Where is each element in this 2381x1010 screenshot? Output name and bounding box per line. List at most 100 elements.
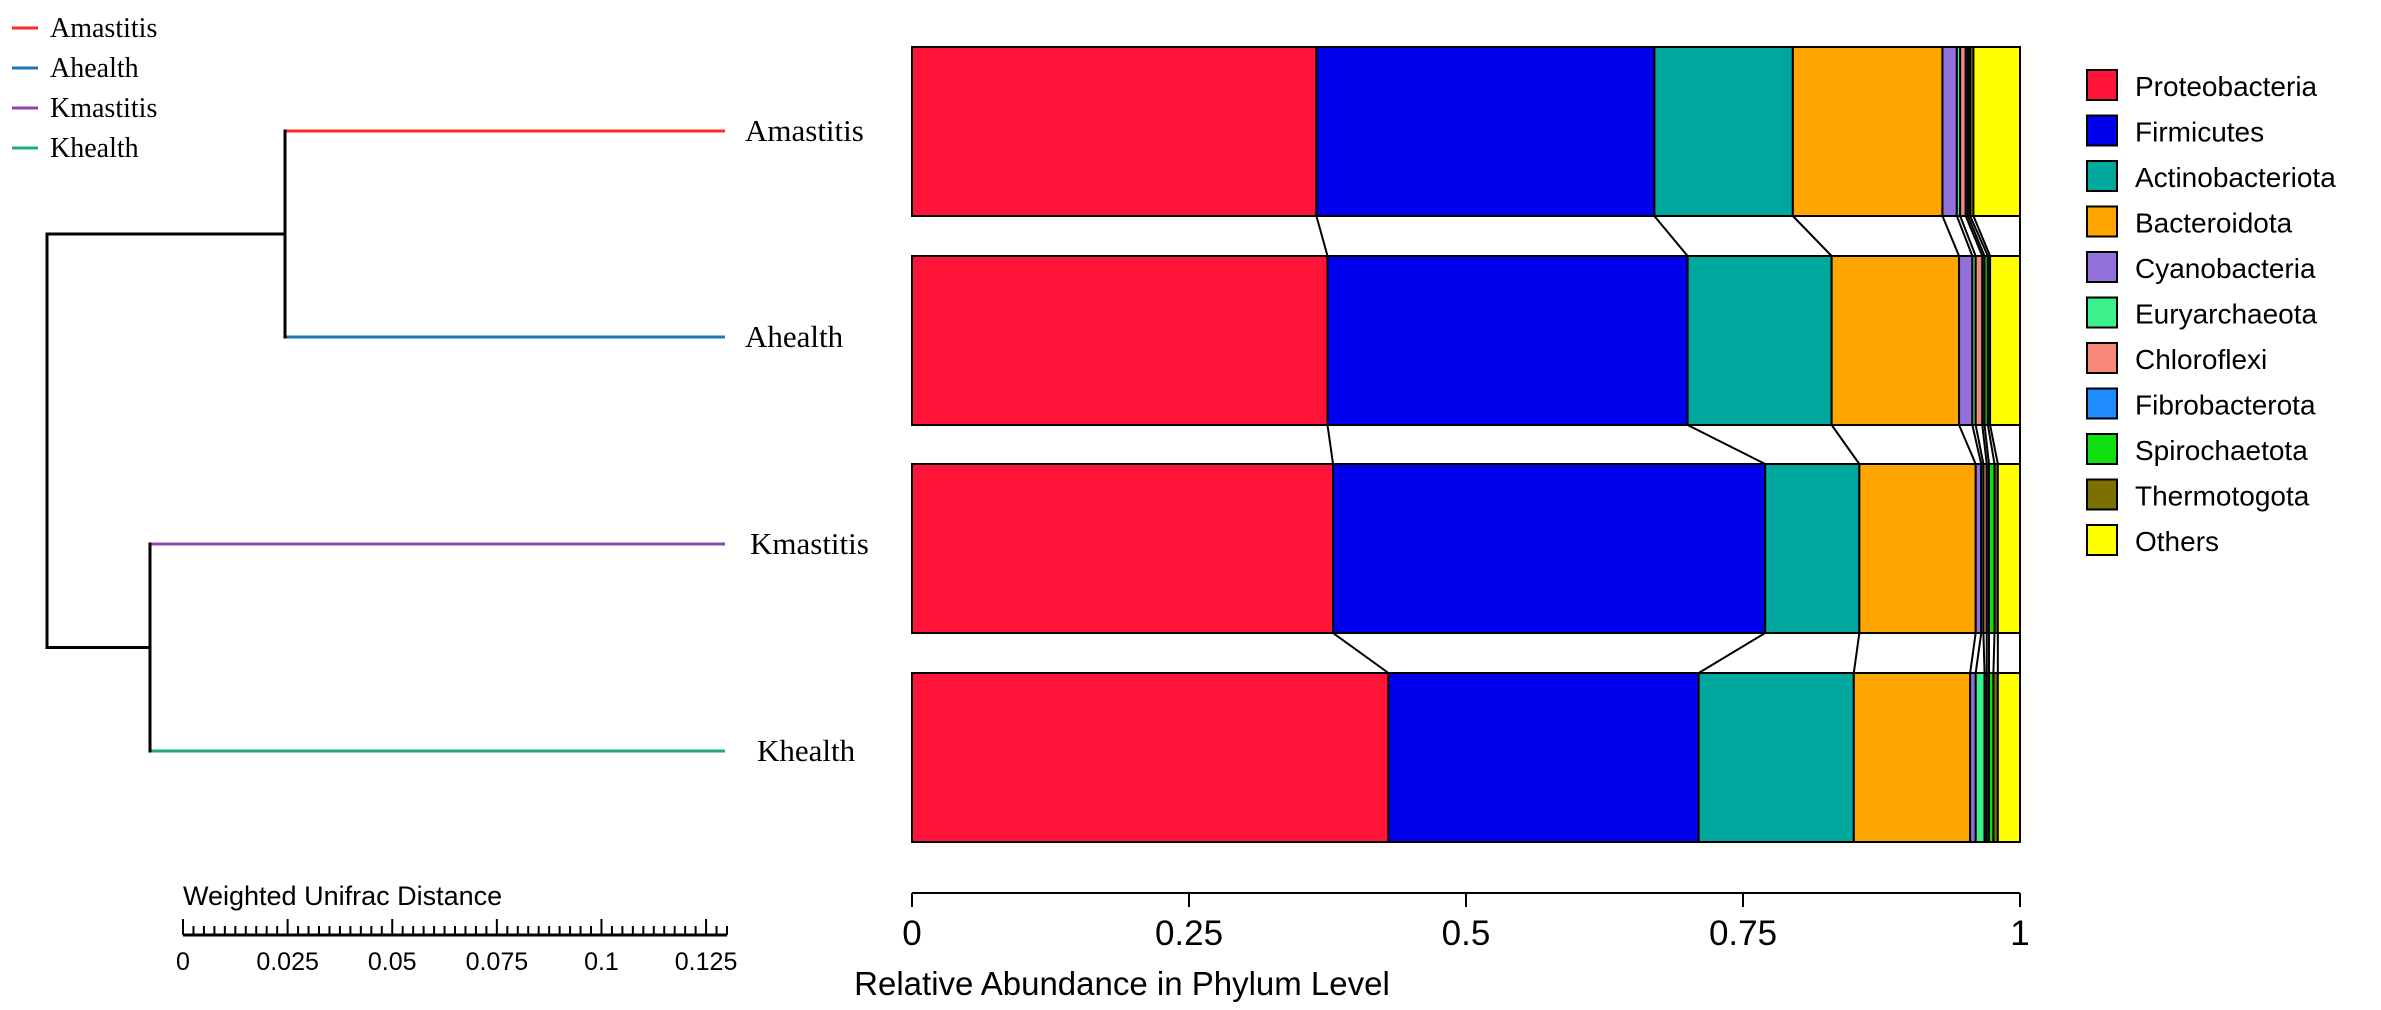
legend-swatch-bacteroidota bbox=[2086, 205, 2118, 238]
legend-label: Chloroflexi bbox=[2135, 344, 2267, 375]
legend-label: Khealth bbox=[50, 133, 139, 164]
dendrogram-scale-bar: Weighted Unifrac Distance 0 0.025 0.05 0.07… bbox=[176, 881, 737, 976]
bar-segment-cyanobacteria-amastitis bbox=[1941, 46, 1958, 217]
legend-swatch-proteobacteria bbox=[2086, 69, 2118, 101]
x-tick-label: 1 bbox=[2010, 914, 2029, 953]
legend-label: Proteobacteria bbox=[2135, 71, 2318, 102]
bar-segment-firmicutes-khealth bbox=[1387, 672, 1700, 843]
connector-line bbox=[1992, 632, 1996, 674]
bar-connector-lines bbox=[1315, 215, 2021, 674]
scale-tick-label: 0 bbox=[176, 948, 190, 976]
scale-tick-label: 0.075 bbox=[466, 948, 529, 976]
connector-line bbox=[1315, 215, 1329, 257]
bar-segment-others-amastitis bbox=[1972, 46, 2021, 217]
legend-label: Amastitis bbox=[50, 13, 157, 44]
connector-line bbox=[1989, 424, 1999, 465]
legend-label: Cyanobacteria bbox=[2135, 253, 2316, 284]
legend-label: Actinobacteriota bbox=[2135, 162, 2336, 193]
legend-swatch-fibrobacterota bbox=[2086, 387, 2118, 420]
legend-swatch-chloroflexi bbox=[2086, 342, 2118, 374]
scale-label: Weighted Unifrac Distance bbox=[183, 881, 502, 911]
bar-segment-others-kmastitis bbox=[1996, 463, 2021, 634]
x-axis: Relative Abundance in Phylum Level 0 0.25… bbox=[854, 892, 2030, 1002]
leaf-label: Ahealth bbox=[745, 319, 844, 354]
connector-line bbox=[1698, 632, 1766, 674]
connector-line bbox=[1326, 424, 1335, 465]
connector-line bbox=[1971, 424, 1983, 465]
scale-tick-label: 0.025 bbox=[256, 948, 319, 976]
connector-line bbox=[1972, 215, 1992, 257]
bar-outline-khealth bbox=[911, 672, 2021, 843]
legend-label: Thermotogota bbox=[2135, 481, 2310, 512]
bar-segment-bacteroidota-khealth bbox=[1852, 672, 1972, 843]
x-tick-label: 0 bbox=[902, 914, 921, 953]
legend-label: Others bbox=[2135, 526, 2219, 557]
legend-label: Spirochaetota bbox=[2135, 435, 2308, 466]
legend-label: Kmastitis bbox=[50, 93, 157, 124]
legend-label: Firmicutes bbox=[2135, 117, 2264, 148]
connector-line bbox=[1958, 424, 1977, 465]
scale-tick-label: 0.1 bbox=[584, 948, 619, 976]
dendrogram: Amastitis Ahealth Kmastitis Khealth bbox=[45, 113, 869, 768]
x-tick-label: 0.75 bbox=[1709, 914, 1777, 953]
x-tick-label: 0.25 bbox=[1155, 914, 1223, 953]
stacked-bars bbox=[911, 46, 2021, 843]
bar-segment-actinobacteriota-ahealth bbox=[1686, 255, 1833, 426]
bar-segment-actinobacteriota-kmastitis bbox=[1764, 463, 1861, 634]
phylum-legend: Proteobacteria Firmicutes Actinobacteriota… bbox=[2086, 69, 2336, 557]
bar-segment-bacteroidota-ahealth bbox=[1830, 255, 1961, 426]
legend-swatch-others bbox=[2086, 524, 2118, 556]
connector-line bbox=[1332, 632, 1390, 674]
leaf-label: Kmastitis bbox=[750, 526, 869, 561]
leaf-label: Khealth bbox=[757, 733, 856, 768]
leaf-label: Amastitis bbox=[745, 113, 864, 148]
legend-label: Euryarchaeota bbox=[2135, 299, 2318, 330]
bar-segment-euryarchaeota-khealth bbox=[1974, 672, 1986, 843]
connector-line bbox=[1830, 424, 1861, 465]
connector-line bbox=[1941, 215, 1960, 257]
gap-space bbox=[1316, 216, 2020, 256]
bar-outline-ahealth bbox=[911, 255, 2021, 426]
bar-segment-firmicutes-amastitis bbox=[1315, 46, 1656, 217]
connector-line bbox=[1653, 215, 1689, 257]
bar-segment-actinobacteriota-amastitis bbox=[1653, 46, 1794, 217]
connector-line bbox=[1974, 632, 1983, 674]
bar-segment-bacteroidota-amastitis bbox=[1791, 46, 1944, 217]
legend-swatch-euryarchaeota bbox=[2086, 296, 2118, 329]
legend-swatch-cyanobacteria bbox=[2086, 251, 2118, 283]
x-axis-label: Relative Abundance in Phylum Level bbox=[854, 965, 1390, 1002]
gap-space bbox=[1328, 425, 2021, 464]
legend-swatch-firmicutes bbox=[2086, 114, 2118, 147]
connector-line bbox=[1969, 632, 1977, 674]
legend-label: Bacteroidota bbox=[2135, 208, 2293, 239]
scale-tick-label: 0.05 bbox=[368, 948, 417, 976]
legend-label: Fibrobacterota bbox=[2135, 390, 2316, 421]
bar-segment-proteobacteria-kmastitis bbox=[911, 463, 1335, 634]
legend-label: Ahealth bbox=[50, 53, 139, 84]
bar-segment-firmicutes-ahealth bbox=[1326, 255, 1689, 426]
bar-segment-proteobacteria-khealth bbox=[911, 672, 1390, 843]
connector-line bbox=[1982, 632, 1986, 674]
connector-line bbox=[1986, 424, 1996, 465]
bar-segment-proteobacteria-ahealth bbox=[911, 255, 1329, 426]
bar-outline-kmastitis bbox=[911, 463, 2021, 634]
bar-outline-amastitis bbox=[911, 46, 2021, 217]
bar-segment-actinobacteriota-khealth bbox=[1697, 672, 1855, 843]
connector-line bbox=[1983, 424, 1990, 465]
connector-line bbox=[1852, 632, 1861, 674]
dendrogram-legend: Amastitis Ahealth Kmastitis Khealth bbox=[12, 13, 157, 164]
connector-line bbox=[1974, 424, 1985, 465]
bar-segment-firmicutes-kmastitis bbox=[1332, 463, 1767, 634]
legend-swatch-spirochaetota bbox=[2086, 433, 2118, 465]
scale-tick-label: 0.125 bbox=[675, 948, 738, 976]
connector-line bbox=[1967, 215, 1986, 257]
legend-swatch-actinobacteriota bbox=[2086, 160, 2118, 192]
bar-segment-proteobacteria-amastitis bbox=[911, 46, 1318, 217]
connector-line bbox=[1981, 424, 1988, 465]
connector-line bbox=[1955, 215, 1974, 257]
connector-line bbox=[1792, 215, 1833, 257]
connector-line bbox=[1969, 215, 1989, 257]
legend-swatch-thermotogota bbox=[2086, 478, 2118, 511]
connector-line bbox=[1687, 424, 1766, 465]
